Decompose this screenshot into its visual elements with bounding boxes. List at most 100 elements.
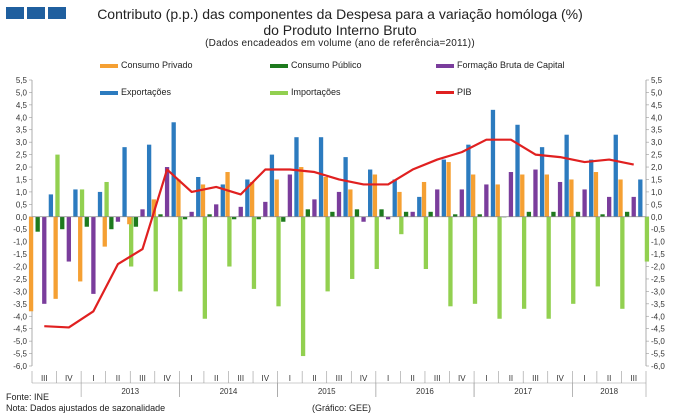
y-tick-label-right: -4,0 xyxy=(651,312,665,321)
bar-fbc xyxy=(115,216,121,222)
bars-group xyxy=(28,109,650,357)
y-axis-right: 5,5 5,0 4,5 4,0 3,5 3,0 2,5 2,0 1,5 1,0 0,5 0,0 -0,5… xyxy=(645,76,665,371)
bar-importacoes xyxy=(227,216,232,267)
bar-consumo_privado xyxy=(421,181,427,217)
bar-consumo_publico xyxy=(453,214,458,217)
bar-fbc xyxy=(385,216,391,220)
bar-importacoes xyxy=(129,216,134,267)
bar-consumo_publico xyxy=(428,211,433,217)
y-tick-label-left: -4,5 xyxy=(13,325,27,334)
y-tick-label-left: -5,5 xyxy=(13,350,27,359)
bar-consumo_publico xyxy=(379,209,384,217)
bar-consumo_privado xyxy=(471,174,476,217)
legend-swatch-importacoes xyxy=(270,90,288,95)
bar-consumo_privado xyxy=(28,216,34,312)
bar-consumo_privado xyxy=(569,179,574,217)
x-tick-label: III xyxy=(41,374,48,383)
x-year-label: 2015 xyxy=(318,387,336,396)
x-year-label: 2013 xyxy=(121,387,139,396)
y-tick-label-right: 1,0 xyxy=(651,188,663,197)
bar-fbc xyxy=(582,189,587,217)
chart-title: Contributo (p.p.) das componentes da Des… xyxy=(60,6,620,38)
bar-importacoes xyxy=(350,216,355,279)
y-tick-label-left: -2,5 xyxy=(13,275,27,284)
y-tick-label-right: 0,0 xyxy=(651,213,663,222)
x-year-label: 2016 xyxy=(416,387,434,396)
logo xyxy=(6,7,66,19)
legend-label-consumo-privado: Consumo Privado xyxy=(121,60,193,70)
y-tick-label-right: -2,5 xyxy=(651,275,665,284)
legend-label-pib: PIB xyxy=(457,87,472,97)
x-tick-label: III xyxy=(630,374,637,383)
x-tick-label: II xyxy=(116,374,120,383)
y-tick-label-right: 0,5 xyxy=(651,200,663,209)
x-tick-label: I xyxy=(583,374,585,383)
y-tick-label-right: -1,5 xyxy=(651,250,665,259)
bar-consumo_privado xyxy=(151,199,157,217)
y-tick-label-right: -3,0 xyxy=(651,287,665,296)
legend-swatch-consumo-publico xyxy=(270,63,288,68)
bar-consumo_privado xyxy=(348,189,353,217)
x-tick-label: III xyxy=(139,374,146,383)
y-tick-label-left: 5,0 xyxy=(16,88,28,97)
legend-label-importacoes: Importações xyxy=(291,87,341,97)
legend-fbc: Formação Bruta de Capital xyxy=(436,60,565,70)
bar-exportacoes xyxy=(245,179,250,217)
bar-consumo_privado xyxy=(176,179,181,217)
bar-consumo_publico xyxy=(182,216,188,220)
bar-consumo_publico xyxy=(232,216,237,220)
bar-fbc xyxy=(410,211,415,217)
legend-swatch-consumo-privado xyxy=(100,63,118,68)
y-tick-label-right: 5,5 xyxy=(651,76,663,85)
bar-exportacoes xyxy=(97,191,103,217)
bar-consumo_publico xyxy=(330,211,335,217)
y-tick-label-right: 4,5 xyxy=(651,101,663,110)
y-tick-label-left: -3,5 xyxy=(13,300,27,309)
bar-consumo_privado xyxy=(446,162,451,217)
legend-label-consumo-publico: Consumo Público xyxy=(291,60,362,70)
bar-consumo_privado xyxy=(520,174,525,217)
y-axis-left: 5,5 5,0 4,5 4,0 3,5 3,0 2,5 2,0 1,5 1,0 0,5 0,0 -0,5… xyxy=(13,76,33,371)
bar-importacoes xyxy=(325,216,330,292)
legend-consumo-publico: Consumo Público xyxy=(270,60,362,70)
y-tick-label-right: -3,5 xyxy=(651,300,665,309)
y-tick-label-right: 3,0 xyxy=(651,138,663,147)
bar-fbc xyxy=(557,181,563,217)
bar-exportacoes xyxy=(220,184,225,217)
x-year-label: 2018 xyxy=(600,387,618,396)
x-tick-label: I xyxy=(92,374,94,383)
x-tick-label: IV xyxy=(360,374,368,383)
bar-consumo_publico xyxy=(354,209,360,217)
bar-importacoes xyxy=(276,216,281,307)
x-tick-label: IV xyxy=(163,374,171,383)
y-tick-label-left: 0,5 xyxy=(16,200,28,209)
bar-consumo_publico xyxy=(109,216,114,230)
y-tick-label-right: -4,5 xyxy=(651,325,665,334)
bar-fbc xyxy=(189,211,194,217)
bar-exportacoes xyxy=(638,179,643,217)
bar-consumo_privado xyxy=(372,174,378,217)
legend-swatch-exportacoes xyxy=(100,90,118,95)
bar-consumo_publico xyxy=(600,214,605,217)
bar-consumo_privado xyxy=(544,174,549,217)
bar-fbc xyxy=(361,216,366,222)
bar-consumo_privado xyxy=(299,167,304,217)
bar-consumo_publico xyxy=(477,214,482,217)
bar-exportacoes xyxy=(417,196,422,217)
bar-consumo_privado xyxy=(495,184,500,217)
bar-consumo_publico xyxy=(158,214,163,217)
bar-importacoes xyxy=(178,216,183,292)
y-tick-label-left: 3,0 xyxy=(16,138,28,147)
y-tick-label-left: 0,0 xyxy=(16,213,28,222)
legend-swatch-fbc xyxy=(436,63,454,68)
bar-exportacoes xyxy=(122,147,127,217)
bar-importacoes xyxy=(546,216,551,319)
y-tick-label-left: -1,0 xyxy=(13,238,27,247)
bar-fbc xyxy=(459,189,464,217)
bar-consumo_publico xyxy=(526,211,532,217)
y-tick-label-left: -5,0 xyxy=(13,337,27,346)
bar-importacoes xyxy=(399,216,404,235)
y-tick-label-left: 4,0 xyxy=(16,113,28,122)
bar-consumo_publico xyxy=(575,211,581,217)
bar-fbc xyxy=(66,216,71,262)
